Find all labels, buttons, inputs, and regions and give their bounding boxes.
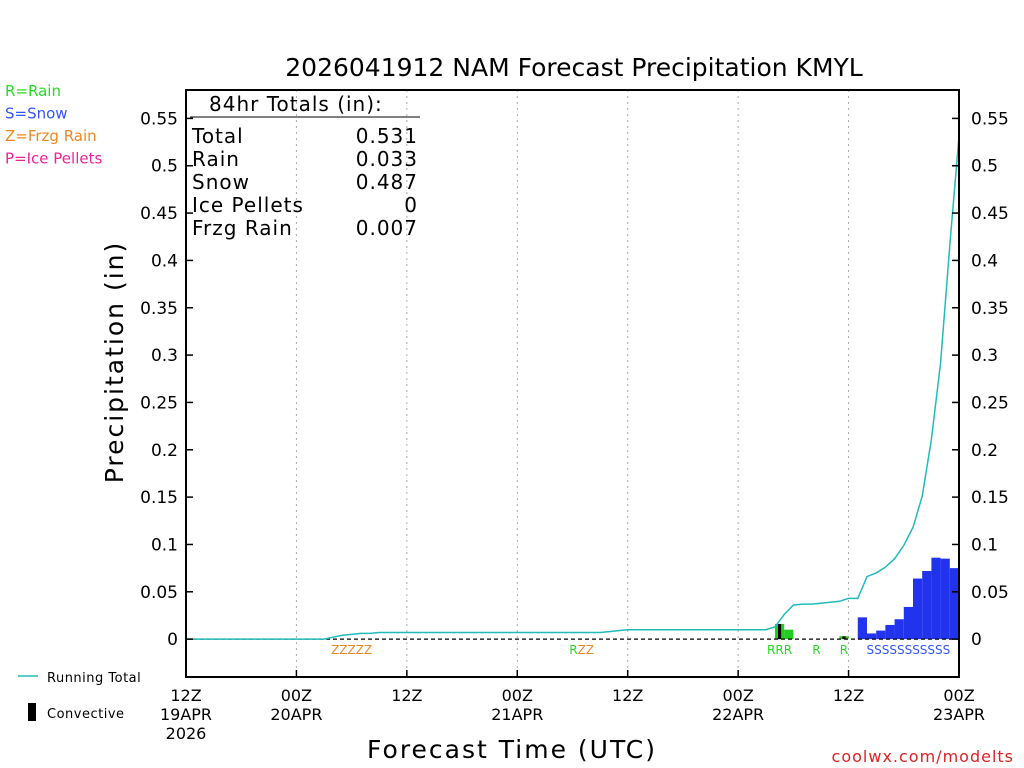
precip-bar-snow [876,630,886,640]
totals-title: 84hr Totals (in): [209,92,383,116]
x-tick-year-label: 2026 [166,724,207,743]
totals-label: Frzg Rain [192,216,293,240]
legend-label: Running Total [47,671,141,686]
x-tick-label: 00Z [502,686,533,705]
type-marker-5: SSSSSSSSSSS [866,643,950,657]
type-marker-1: RZZ [569,643,594,657]
convective-bar [842,636,846,640]
plot-frame [185,89,960,678]
type-legend-item: P=Ice Pellets [5,150,102,168]
y-tick-label-right: 0.35 [971,299,1009,319]
totals-label: Rain [192,147,240,171]
credit-text: coolwx.com/modelts [832,747,1014,766]
totals-value: 0.531 [356,124,418,148]
x-axis-label: Forecast Time (UTC) [367,735,657,764]
totals-value: 0.487 [356,170,418,194]
y-tick-label-right: 0.2 [971,441,998,461]
totals-value: 0.007 [356,216,418,240]
totals-label: Ice Pellets [192,193,304,217]
precip-bar-snow [949,568,959,640]
y-axis-label: Precipitation (in) [100,241,129,484]
type-marker-2: RRR [767,643,792,657]
y-tick-label-left: 0.3 [151,346,178,366]
x-tick-date-label: 23APR [933,705,985,724]
totals-label: Total [191,124,244,148]
x-tick-label: 00Z [943,686,974,705]
type-legend-item: S=Snow [5,105,68,123]
y-tick-label-left: 0.45 [140,204,178,224]
y-tick-label-left: 0.15 [140,488,178,508]
running-total-line [186,136,960,640]
precip-bar-rain [784,629,794,640]
y-tick-label-left: 0.5 [151,157,178,177]
type-marker-0: ZZZZZ [331,643,372,657]
precip-bar-snow [940,558,950,640]
precip-bar-snow [922,570,932,640]
x-tick-date-label: 22APR [712,705,764,724]
y-tick-label-right: 0.5 [971,157,998,177]
precip-type-markers: ZZZZZ RZZ RRR R R SSSSSSSSSSS [331,643,950,657]
x-tick-date-label: 21APR [491,705,543,724]
y-tick-label-left: 0 [167,630,178,650]
x-tick-label: 12Z [833,686,864,705]
y-tick-label-left: 0.1 [151,535,178,555]
totals-value: 0.033 [356,147,418,171]
y-tick-label-left: 0.4 [151,251,178,271]
precip-bar-snow [885,624,895,640]
type-legend-item: R=Rain [5,82,61,100]
precip-bar-snow [894,619,904,640]
type-marker-3: R [812,643,820,657]
totals-box: 84hr Totals (in): Total 0.531 Rain 0.033 Sno… [190,92,420,240]
legend-label: Convective [47,707,125,722]
precip-type-legend: R=Rain S=Snow Z=Frzg Rain P=Ice Pellets [5,82,102,168]
x-tick-label: 12Z [391,686,422,705]
legend-bar-swatch [28,703,36,721]
y-tick-label-right: 0.4 [971,251,998,271]
y-tick-label-right: 0.25 [971,393,1009,413]
y-tick-label-right: 0.55 [971,109,1009,129]
convective-bar [777,623,782,640]
y-tick-label-right: 0.15 [971,488,1009,508]
x-tick-label: 12Z [612,686,643,705]
y-tick-label-right: 0.05 [971,583,1009,603]
precip-bar-snow [866,633,877,640]
x-tick-date-label: 20APR [270,705,322,724]
y-tick-label-left: 0.25 [140,393,178,413]
gridlines [295,90,850,677]
x-tick-date-label: 19APR [160,705,212,724]
y-tick-label-left: 0.2 [151,441,178,461]
y-tick-label-left: 0.55 [140,109,178,129]
chart-title: 2026041912 NAM Forecast Precipitation KM… [285,53,863,82]
precip-bar-snow [857,617,867,640]
y-tick-label-right: 0 [971,630,982,650]
y-tick-label-left: 0.05 [140,583,178,603]
precip-bar-snow [903,606,913,640]
x-tick-label: 12Z [170,686,201,705]
x-tick-label: 00Z [281,686,312,705]
y-axis-left: 0 0.05 0.1 0.15 0.2 0.25 0.3 0.35 0.4 0.45 0.5 0.55 [140,109,193,650]
y-tick-label-right: 0.45 [971,204,1009,224]
y-tick-label-left: 0.35 [140,299,178,319]
totals-value: 0 [404,193,418,217]
y-tick-label-right: 0.1 [971,535,998,555]
y-tick-label-right: 0.3 [971,346,998,366]
type-legend-item: Z=Frzg Rain [5,127,97,145]
x-tick-label: 00Z [722,686,753,705]
totals-label: Snow [192,170,250,194]
type-marker-4: R [840,643,848,657]
precip-bar-snow [912,578,923,640]
y-axis-right: 0 0.05 0.1 0.15 0.2 0.25 0.3 0.35 0.4 0.45 0.5 0.55 [952,109,1009,650]
precip-bar-snow [931,557,941,640]
bottom-legend: Running Total Convective [18,671,141,722]
precip-bars [774,557,959,640]
